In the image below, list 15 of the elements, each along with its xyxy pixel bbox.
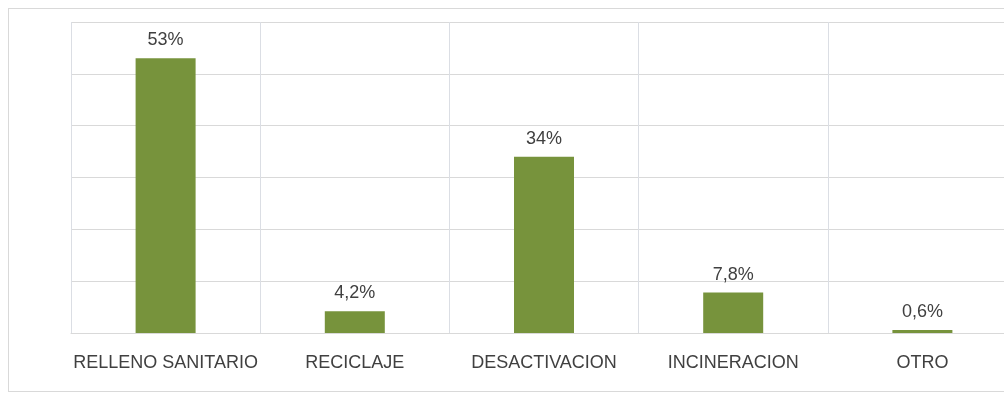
- data-label: 0,6%: [901, 300, 943, 321]
- bar: [324, 311, 385, 333]
- data-label: 4,2%: [334, 282, 376, 303]
- x-tick-label: DESACTIVACION: [471, 352, 617, 372]
- bar: [135, 58, 196, 333]
- x-tick-label: OTRO: [896, 352, 949, 372]
- bar: [892, 329, 953, 333]
- bar: [703, 292, 764, 333]
- data-label: 34%: [525, 127, 563, 148]
- data-label: 53%: [147, 29, 184, 50]
- x-tick-label: INCINERACION: [667, 352, 799, 372]
- x-tick-label: RECICLAJE: [305, 352, 405, 372]
- data-label: 7,8%: [712, 263, 754, 284]
- x-tick-label: RELLENO SANITARIO: [73, 352, 258, 372]
- bar: [514, 156, 574, 333]
